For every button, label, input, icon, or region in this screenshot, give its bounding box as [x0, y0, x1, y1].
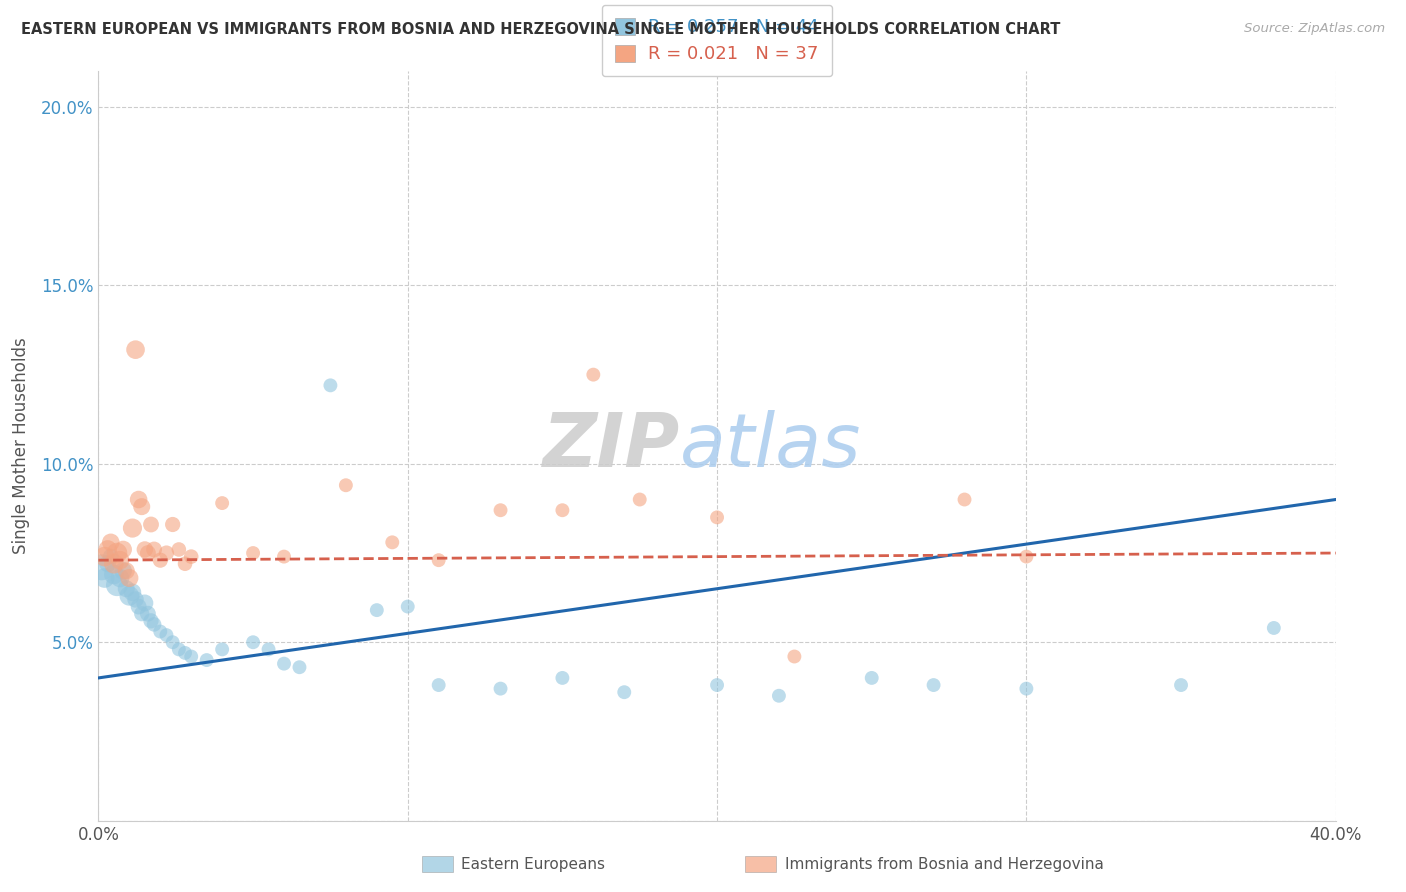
- Point: [174, 557, 197, 571]
- Point: [134, 596, 156, 610]
- Point: [768, 689, 790, 703]
- Point: [112, 542, 135, 557]
- Point: [427, 678, 450, 692]
- Text: Eastern Europeans: Eastern Europeans: [461, 857, 605, 871]
- Point: [90, 560, 112, 574]
- Point: [167, 642, 190, 657]
- Point: [149, 624, 172, 639]
- Point: [103, 557, 125, 571]
- Point: [706, 678, 728, 692]
- Point: [922, 678, 945, 692]
- Point: [288, 660, 311, 674]
- Point: [134, 542, 156, 557]
- Point: [335, 478, 357, 492]
- Point: [551, 671, 574, 685]
- Point: [93, 549, 115, 564]
- Point: [242, 635, 264, 649]
- Point: [489, 503, 512, 517]
- Point: [97, 542, 120, 557]
- Point: [139, 517, 162, 532]
- Point: [366, 603, 388, 617]
- Point: [149, 553, 172, 567]
- Point: [108, 571, 131, 585]
- Point: [136, 607, 159, 621]
- Point: [143, 542, 166, 557]
- Point: [93, 571, 115, 585]
- Text: EASTERN EUROPEAN VS IMMIGRANTS FROM BOSNIA AND HERZEGOVINA SINGLE MOTHER HOUSEHO: EASTERN EUROPEAN VS IMMIGRANTS FROM BOSN…: [21, 22, 1060, 37]
- Point: [128, 599, 150, 614]
- Point: [860, 671, 883, 685]
- Text: atlas: atlas: [681, 410, 862, 482]
- Point: [139, 614, 162, 628]
- Y-axis label: Single Mother Households: Single Mother Households: [11, 338, 30, 554]
- Text: Source: ZipAtlas.com: Source: ZipAtlas.com: [1244, 22, 1385, 36]
- Point: [121, 521, 143, 535]
- Point: [211, 496, 233, 510]
- Point: [162, 635, 184, 649]
- Point: [1263, 621, 1285, 635]
- Point: [783, 649, 806, 664]
- Point: [1170, 678, 1192, 692]
- Point: [131, 500, 153, 514]
- Point: [195, 653, 218, 667]
- Point: [427, 553, 450, 567]
- Point: [953, 492, 976, 507]
- Point: [551, 503, 574, 517]
- Point: [1015, 681, 1038, 696]
- Point: [124, 592, 146, 607]
- Point: [136, 546, 159, 560]
- Point: [112, 564, 135, 578]
- Point: [115, 582, 138, 596]
- Point: [105, 546, 128, 560]
- Point: [273, 549, 295, 564]
- Point: [155, 546, 177, 560]
- Point: [706, 510, 728, 524]
- Point: [319, 378, 342, 392]
- Point: [489, 681, 512, 696]
- Point: [180, 549, 202, 564]
- Point: [100, 549, 122, 564]
- Point: [155, 628, 177, 642]
- Text: ZIP: ZIP: [543, 409, 681, 483]
- Point: [211, 642, 233, 657]
- Text: Immigrants from Bosnia and Herzegovina: Immigrants from Bosnia and Herzegovina: [785, 857, 1104, 871]
- Point: [128, 492, 150, 507]
- Point: [162, 517, 184, 532]
- Legend: R = 0.257   N = 44, R = 0.021   N = 37: R = 0.257 N = 44, R = 0.021 N = 37: [602, 4, 832, 76]
- Point: [613, 685, 636, 699]
- Point: [131, 607, 153, 621]
- Point: [167, 542, 190, 557]
- Point: [174, 646, 197, 660]
- Point: [143, 617, 166, 632]
- Point: [121, 585, 143, 599]
- Point: [97, 557, 120, 571]
- Point: [273, 657, 295, 671]
- Point: [115, 564, 138, 578]
- Point: [100, 535, 122, 549]
- Point: [381, 535, 404, 549]
- Point: [105, 578, 128, 592]
- Point: [396, 599, 419, 614]
- Point: [180, 649, 202, 664]
- Point: [242, 546, 264, 560]
- Point: [628, 492, 651, 507]
- Point: [118, 571, 141, 585]
- Point: [103, 567, 125, 582]
- Point: [124, 343, 146, 357]
- Point: [582, 368, 605, 382]
- Point: [257, 642, 280, 657]
- Point: [118, 589, 141, 603]
- Point: [108, 553, 131, 567]
- Point: [1015, 549, 1038, 564]
